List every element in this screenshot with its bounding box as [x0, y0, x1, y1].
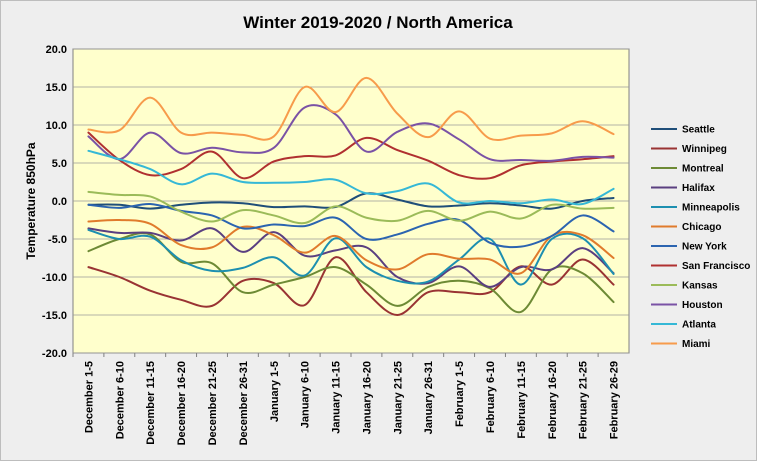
legend-label-miami: Miami	[682, 339, 711, 350]
y-tick-label: -15.0	[42, 310, 67, 322]
legend-label-kansas: Kansas	[682, 281, 718, 292]
x-tick-label: January 11-15	[331, 361, 343, 434]
y-tick-label: 15.0	[46, 82, 67, 94]
legend-label-houston: Houston	[682, 300, 723, 311]
series-line-san-francisco	[87, 131, 615, 180]
legend-label-atlanta: Atlanta	[682, 320, 716, 331]
x-tick-label: February 26-29	[609, 361, 621, 439]
x-tick-label: January 1-5	[269, 361, 281, 422]
legend-label-chicago: Chicago	[682, 222, 721, 233]
series-line-miami	[87, 76, 615, 142]
x-tick-label: February 1-5	[454, 361, 466, 427]
legend-label-new-york: New York	[682, 242, 727, 253]
x-tick-label: January 6-10	[300, 361, 312, 428]
x-tick-label: December 11-15	[145, 361, 157, 445]
x-tick-label: December 16-20	[176, 361, 188, 445]
y-tick-label: -5.0	[48, 234, 67, 246]
y-tick-label: 20.0	[46, 44, 67, 56]
x-tick-label: December 1-5	[83, 361, 95, 433]
legend: Seattle Winnipeg Montreal Halifax Minneapoli…	[651, 125, 750, 350]
y-tick-label: 10.0	[46, 120, 67, 132]
x-tick-label: January 21-25	[392, 361, 404, 434]
y-tick-label: -20.0	[42, 348, 67, 360]
series-line-chicago	[87, 218, 615, 275]
x-tick-label: February 16-20	[547, 361, 559, 439]
plot-area: 20.0 15.0 10.0 5.0 0.0 -5.0 -10.0 -15.0 -20.0 Dec…	[42, 44, 630, 445]
chart-title: Winter 2019-2020 / North America	[243, 13, 513, 32]
series-line-seattle	[87, 192, 615, 210]
series-line-minneapolis	[87, 228, 615, 286]
legend-label-seattle: Seattle	[682, 125, 715, 136]
x-tick-label: December 21-25	[207, 361, 219, 445]
legend-label-minneapolis: Minneapolis	[682, 203, 740, 214]
x-tick-label: December 26-31	[238, 361, 250, 445]
series-line-kansas	[87, 190, 615, 225]
x-tick-label: January 16-20	[361, 361, 373, 434]
y-axis-label: Temperature 850hPa	[24, 142, 38, 259]
legend-label-winnipeg: Winnipeg	[682, 144, 727, 155]
series-line-atlanta	[87, 149, 615, 206]
y-tick-label: 0.0	[52, 196, 67, 208]
legend-label-montreal: Montreal	[682, 164, 724, 175]
x-tick-label: February 21-25	[578, 361, 590, 439]
y-tick-label: -10.0	[42, 272, 67, 284]
series-line-montreal	[87, 232, 615, 314]
x-tick-label: January 26-31	[423, 361, 435, 434]
y-tick-label: 5.0	[52, 158, 67, 170]
legend-label-halifax: Halifax	[682, 183, 715, 194]
legend-label-san-francisco: San Francisco	[682, 261, 750, 272]
x-tick-label: December 6-10	[114, 361, 126, 439]
x-tick-label: February 11-15	[516, 361, 528, 439]
series-line-houston	[87, 104, 615, 162]
x-tick-label: February 6-10	[485, 361, 497, 433]
